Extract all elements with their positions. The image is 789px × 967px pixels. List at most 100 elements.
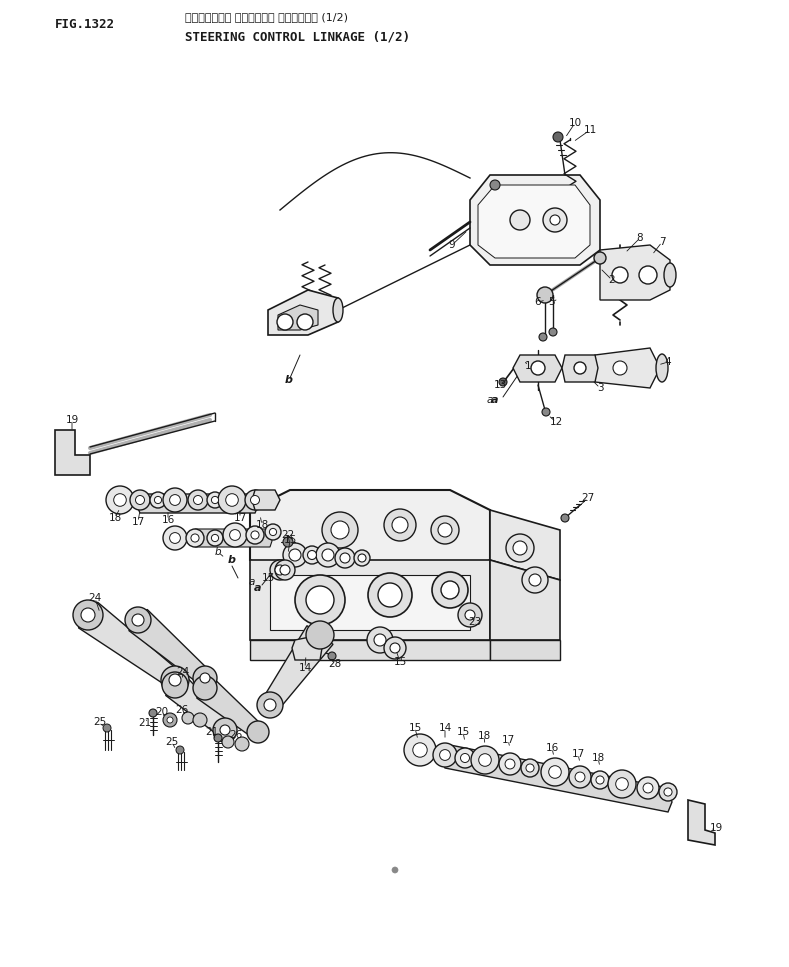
Text: 25: 25 bbox=[93, 717, 107, 727]
Text: 15: 15 bbox=[409, 723, 421, 733]
Circle shape bbox=[659, 783, 677, 801]
Text: 18: 18 bbox=[477, 731, 491, 741]
Text: 21: 21 bbox=[205, 727, 219, 737]
Text: 1: 1 bbox=[525, 361, 531, 371]
Circle shape bbox=[130, 490, 150, 510]
Text: 14: 14 bbox=[439, 723, 451, 733]
Text: a: a bbox=[249, 577, 255, 587]
Text: 18: 18 bbox=[592, 753, 604, 763]
Text: 26: 26 bbox=[175, 705, 189, 715]
Text: 2: 2 bbox=[608, 275, 615, 285]
Circle shape bbox=[643, 783, 653, 793]
Circle shape bbox=[167, 717, 173, 723]
Circle shape bbox=[211, 496, 219, 504]
Text: 17: 17 bbox=[571, 749, 585, 759]
Text: 17: 17 bbox=[234, 513, 247, 523]
Text: b: b bbox=[215, 547, 221, 557]
Circle shape bbox=[275, 565, 285, 575]
Text: 16: 16 bbox=[545, 743, 559, 753]
Circle shape bbox=[384, 637, 406, 659]
Circle shape bbox=[433, 743, 457, 767]
Circle shape bbox=[521, 759, 539, 777]
Circle shape bbox=[455, 748, 475, 768]
Circle shape bbox=[322, 549, 334, 561]
Circle shape bbox=[306, 621, 334, 649]
Ellipse shape bbox=[664, 263, 676, 287]
Circle shape bbox=[214, 734, 222, 742]
Circle shape bbox=[149, 709, 157, 717]
Polygon shape bbox=[688, 800, 715, 845]
Circle shape bbox=[246, 526, 264, 544]
Text: 15: 15 bbox=[261, 573, 275, 583]
Polygon shape bbox=[250, 490, 490, 580]
Text: 14: 14 bbox=[298, 663, 312, 673]
Circle shape bbox=[490, 180, 500, 190]
Circle shape bbox=[207, 530, 223, 546]
Circle shape bbox=[575, 772, 585, 782]
Ellipse shape bbox=[333, 298, 343, 322]
Circle shape bbox=[303, 546, 321, 564]
Text: FIG.1322: FIG.1322 bbox=[55, 18, 115, 31]
Circle shape bbox=[479, 753, 492, 766]
Circle shape bbox=[413, 743, 427, 757]
Text: 9: 9 bbox=[449, 240, 455, 250]
Text: 13: 13 bbox=[493, 380, 507, 390]
Circle shape bbox=[161, 666, 189, 694]
Circle shape bbox=[186, 529, 204, 547]
Circle shape bbox=[615, 777, 628, 790]
Circle shape bbox=[461, 753, 469, 763]
Circle shape bbox=[526, 764, 534, 772]
Text: 15: 15 bbox=[394, 657, 406, 667]
Circle shape bbox=[594, 252, 606, 264]
Circle shape bbox=[193, 495, 203, 505]
Circle shape bbox=[322, 512, 358, 548]
Polygon shape bbox=[562, 355, 598, 382]
Text: a: a bbox=[492, 395, 499, 405]
Circle shape bbox=[331, 521, 349, 539]
Text: 21: 21 bbox=[138, 718, 151, 728]
Circle shape bbox=[499, 378, 507, 386]
Circle shape bbox=[289, 549, 301, 561]
Circle shape bbox=[608, 770, 636, 798]
Circle shape bbox=[257, 692, 283, 718]
Circle shape bbox=[368, 573, 412, 617]
Text: 19: 19 bbox=[709, 823, 723, 833]
Polygon shape bbox=[478, 185, 590, 258]
Circle shape bbox=[277, 314, 293, 330]
Circle shape bbox=[550, 215, 560, 225]
Text: a: a bbox=[254, 583, 262, 593]
Polygon shape bbox=[268, 290, 338, 335]
Circle shape bbox=[458, 603, 482, 627]
Circle shape bbox=[220, 725, 230, 735]
Circle shape bbox=[438, 523, 452, 537]
Circle shape bbox=[251, 531, 259, 539]
Circle shape bbox=[639, 266, 657, 284]
Text: b: b bbox=[285, 375, 293, 385]
Circle shape bbox=[664, 788, 672, 796]
Circle shape bbox=[193, 713, 207, 727]
Text: 28: 28 bbox=[328, 659, 342, 669]
Text: 17: 17 bbox=[132, 517, 144, 527]
Circle shape bbox=[295, 575, 345, 625]
Polygon shape bbox=[252, 490, 280, 510]
Circle shape bbox=[378, 583, 402, 607]
Circle shape bbox=[539, 333, 547, 341]
Circle shape bbox=[374, 634, 386, 646]
Circle shape bbox=[163, 713, 177, 727]
Circle shape bbox=[264, 699, 276, 711]
Circle shape bbox=[170, 533, 181, 543]
Polygon shape bbox=[129, 609, 211, 685]
Text: 19: 19 bbox=[65, 415, 79, 425]
Polygon shape bbox=[262, 626, 333, 711]
Circle shape bbox=[465, 610, 475, 620]
Circle shape bbox=[211, 535, 219, 542]
Polygon shape bbox=[166, 675, 230, 736]
Text: 27: 27 bbox=[581, 493, 595, 503]
Text: 23: 23 bbox=[469, 617, 481, 627]
Polygon shape bbox=[55, 430, 90, 475]
Circle shape bbox=[542, 408, 550, 416]
Circle shape bbox=[247, 721, 269, 743]
Text: b: b bbox=[228, 555, 236, 565]
Circle shape bbox=[591, 771, 609, 789]
Circle shape bbox=[222, 736, 234, 748]
